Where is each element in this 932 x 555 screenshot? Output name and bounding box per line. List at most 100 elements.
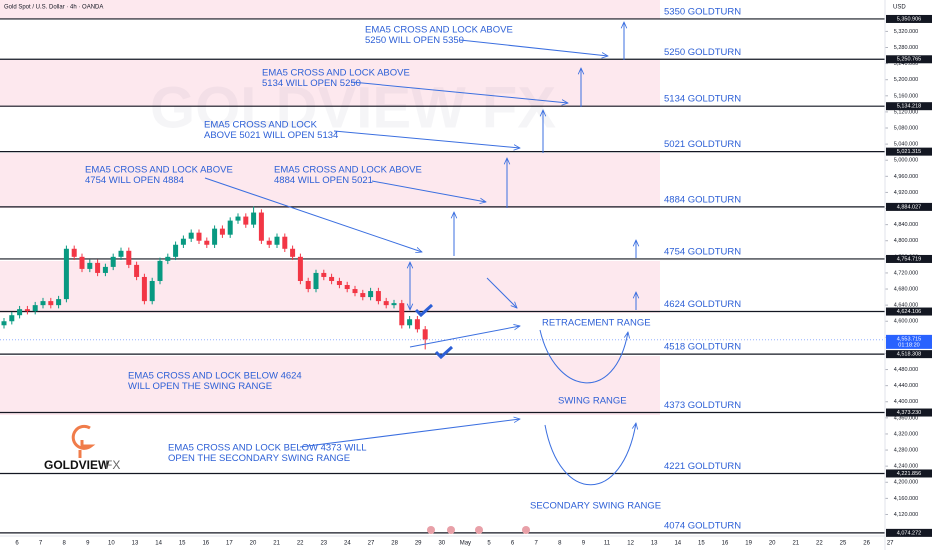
candle-body (352, 289, 358, 294)
x-tick-label: 29 (415, 541, 422, 547)
level-name: 4074 GOLDTURN (664, 520, 741, 531)
level-badge (886, 102, 932, 111)
candle-body (71, 248, 77, 257)
x-tick-label: 14 (155, 541, 162, 547)
x-tick-label: 11 (604, 541, 611, 547)
zone (0, 261, 660, 313)
x-tick-label: 7 (535, 541, 539, 547)
candle-body (305, 280, 311, 290)
x-tick-label: 13 (132, 541, 139, 547)
candle-body (204, 240, 210, 245)
x-tick-label: 5 (487, 541, 491, 547)
level-badge (886, 307, 932, 316)
candle-body (360, 293, 366, 298)
y-tick-label: 5,160.000 (894, 93, 918, 99)
currency: USD (893, 5, 906, 11)
current-price-label: 4,553.715 (897, 336, 921, 342)
annotation: WILL OPEN THE SWING RANGE (128, 381, 272, 392)
candle-body (414, 319, 420, 330)
x-tick-label: 27 (887, 541, 894, 547)
arrow (486, 277, 517, 308)
current-price-badge (886, 334, 932, 349)
candle-body (17, 309, 23, 316)
candle-body (290, 248, 296, 257)
event-icon (447, 526, 455, 534)
candle-body (251, 212, 257, 225)
level-name: 5250 GOLDTURN (664, 47, 741, 58)
y-tick-label: 5,120.000 (894, 109, 918, 115)
y-tick-label: 5,280.000 (894, 45, 918, 51)
candle-body (126, 250, 132, 265)
event-icons (427, 526, 530, 534)
y-tick-label: 4,640.000 (894, 303, 918, 309)
x-tick-label: 21 (273, 541, 280, 547)
x-tick-label: 6 (511, 541, 515, 547)
annotation: RETRACEMENT RANGE (542, 318, 651, 329)
level-badge (886, 254, 932, 263)
candle-body (422, 329, 428, 340)
level-badge (886, 528, 932, 537)
level-label: 4,884.027 (897, 204, 921, 210)
check-mark (434, 345, 454, 360)
level-label: 5,134.218 (897, 104, 921, 110)
candle-body (79, 256, 85, 269)
annotation: EMA5 CROSS AND LOCK BELOW 4624 (128, 371, 302, 382)
x-tick-label: 15 (179, 541, 186, 547)
annotation: EMA5 CROSS AND LOCK ABOVE (274, 165, 422, 176)
y-tick-label: 4,960.000 (894, 174, 918, 180)
candle-body (407, 319, 413, 326)
candle-body (243, 216, 249, 225)
annotation: EMA5 CROSS AND LOCK ABOVE (365, 25, 513, 36)
x-tick-label: 24 (344, 541, 351, 547)
level-label: 4,074.272 (897, 530, 921, 536)
y-tick-label: 4,200.000 (894, 480, 918, 486)
x-tick-label: 25 (840, 541, 847, 547)
x-tick-label: 12 (627, 541, 634, 547)
zone (0, 356, 660, 415)
candle-body (282, 236, 288, 249)
y-tick-label: 4,480.000 (894, 367, 918, 373)
candle-body (173, 244, 179, 257)
arrow (371, 180, 486, 202)
y-tick-label: 4,160.000 (894, 496, 918, 502)
zone (0, 153, 660, 208)
level-badge (886, 202, 932, 211)
level-name: 4624 GOLDTURN (664, 299, 741, 310)
x-tick-label: 26 (863, 541, 870, 547)
annotation: SECONDARY SWING RANGE (530, 501, 661, 512)
level-label: 4,221.856 (897, 471, 921, 477)
logo-text: GOLDVIEW (44, 458, 110, 472)
level-label: 4,624.106 (897, 309, 921, 315)
annotation: 5134 WILL OPEN 5250 (262, 78, 361, 89)
candle-body (1, 321, 7, 326)
x-tick-label: 19 (745, 541, 752, 547)
level-badge (886, 147, 932, 156)
x-tick-label: 8 (63, 541, 67, 547)
candle-body (313, 272, 319, 290)
y-tick-label: 5,000.000 (894, 158, 918, 164)
candle-body (368, 291, 374, 298)
zones (0, 0, 660, 415)
x-tick-label: 9 (86, 541, 90, 547)
candle-body (87, 262, 93, 269)
candle-body (48, 301, 54, 306)
y-tick-label: 4,720.000 (894, 270, 918, 276)
x-tick-label: 8 (558, 541, 562, 547)
x-tick-label: 22 (297, 541, 304, 547)
level-badge (886, 408, 932, 417)
swing-curve (539, 329, 628, 384)
level-name: 4884 GOLDTURN (664, 194, 741, 205)
level-badge (886, 469, 932, 478)
x-tick-label: 14 (674, 541, 681, 547)
x-tick-label: May (460, 541, 471, 547)
y-tick-label: 5,080.000 (894, 125, 918, 131)
y-tick-label: 4,680.000 (894, 286, 918, 292)
y-tick-label: 5,200.000 (894, 77, 918, 83)
candle-body (24, 309, 30, 312)
y-tick-label: 4,280.000 (894, 448, 918, 454)
x-tick-label: 28 (391, 541, 398, 547)
candle-body (165, 256, 171, 261)
annotation: SWING RANGE (558, 396, 627, 407)
